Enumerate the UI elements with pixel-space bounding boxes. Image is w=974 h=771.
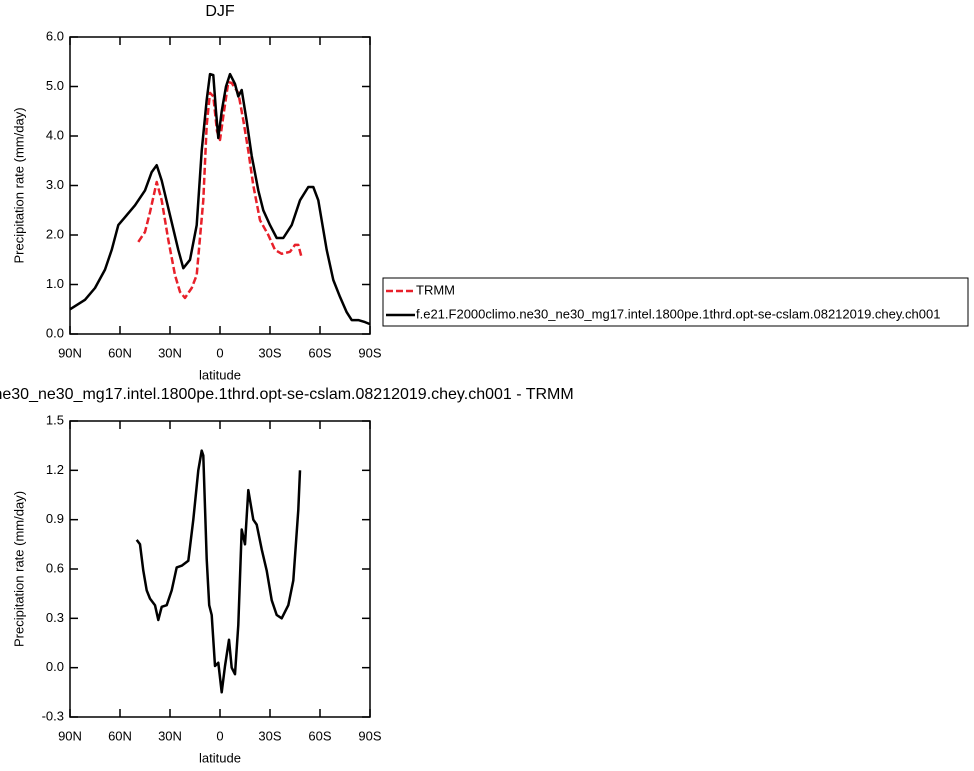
y-axis-label: Precipitation rate (mm/day) [11,491,26,647]
x-axis-label: latitude [199,367,241,382]
x-tick-label: 60N [108,345,132,360]
plot-frame [69,420,371,718]
x-tick-label: 30S [258,728,281,743]
y-tick-label: 0.0 [46,325,64,340]
y-tick-label: 6.0 [46,28,64,43]
y-tick-label: 0.9 [46,511,64,526]
plot-frame [69,36,371,335]
x-tick-label: 90S [358,345,381,360]
data-line [69,72,371,326]
y-axis-label: Precipitation rate (mm/day) [11,107,26,263]
y-tick-label: 0.0 [46,659,64,674]
y-tick-label: 1.2 [46,462,64,477]
y-tick-label: 4.0 [46,127,64,142]
y-tick-label: 5.0 [46,78,64,93]
chart-title: f.e21.F2000climo.ne30_ne30_mg17.intel.18… [0,386,574,403]
x-axis-label: latitude [199,750,241,765]
legend-label: f.e21.F2000climo.ne30_ne30_mg17.intel.18… [416,306,940,321]
x-tick-label: 30N [158,345,182,360]
x-tick-label: 90N [58,345,82,360]
y-tick-label: 0.6 [46,560,64,575]
y-tick-label: 2.0 [46,226,64,241]
x-tick-label: 90N [58,728,82,743]
y-tick-label: 0.3 [46,610,64,625]
legend-box [382,277,969,327]
y-tick-label: 1.0 [46,276,64,291]
x-tick-label: 30N [158,728,182,743]
y-tick-label: 3.0 [46,177,64,192]
x-tick-label: 60S [308,728,331,743]
x-tick-label: 0 [216,345,223,360]
data-line [135,449,302,694]
x-tick-label: 60N [108,728,132,743]
legend-label: TRMM [416,282,455,297]
x-tick-label: 60S [308,345,331,360]
x-tick-label: 90S [358,728,381,743]
chart-title: DJF [205,3,235,20]
y-tick-label: -0.3 [42,708,64,723]
x-tick-label: 0 [216,728,223,743]
y-tick-label: 1.5 [46,412,64,427]
x-tick-label: 30S [258,345,281,360]
